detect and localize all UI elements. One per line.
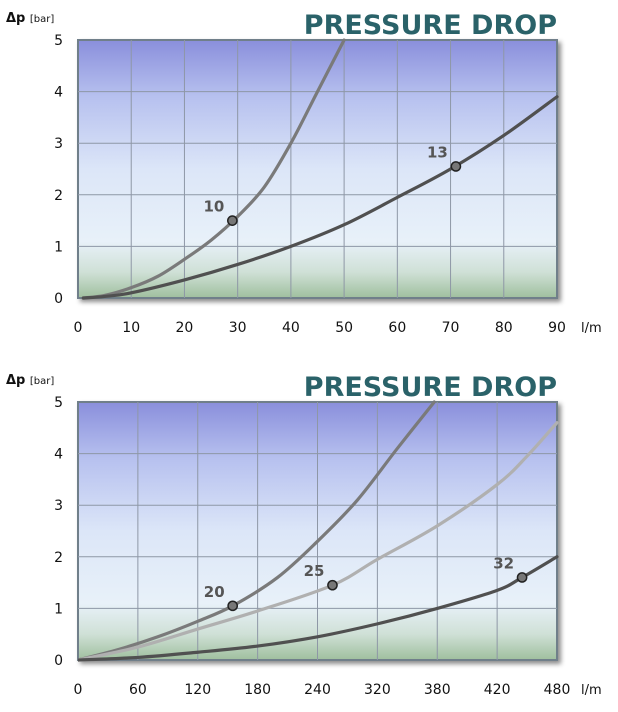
x-tick-label: 240 [304, 682, 331, 698]
x-tick-label: 40 [282, 320, 300, 336]
x-axis-label: l/m [581, 683, 602, 698]
x-tick-label: 30 [229, 320, 247, 336]
plot-area [77, 39, 558, 299]
x-tick-label: 80 [495, 320, 513, 336]
chart-svg: 0 60 120 180 240 320 380 420 480 0 1 2 3 4 5 l/m Δp [bar… [6, 372, 602, 698]
y-tick-label: 5 [54, 33, 63, 49]
series-marker-32 [516, 572, 528, 583]
series-line-25 [78, 421, 559, 662]
y-tick-label: 0 [54, 291, 63, 307]
y-axis-label: Δp [bar] [6, 373, 54, 388]
y-tick-label: 1 [54, 239, 63, 255]
x-tick-label: 120 [184, 682, 211, 698]
y-tick-label: 0 [54, 653, 63, 669]
y-tick-label: 3 [54, 498, 63, 514]
series-line-32 [78, 555, 559, 662]
x-axis-label: l/m [581, 321, 602, 336]
chart-title: PRESSURE DROP [304, 10, 557, 41]
series-marker-10 [226, 215, 238, 226]
series-line-13 [81, 95, 559, 300]
x-tick-label: 420 [484, 682, 511, 698]
y-axis-label: Δp [bar] [6, 11, 54, 26]
series-label-13: 13 [427, 143, 448, 161]
x-tick-label: 60 [129, 682, 147, 698]
x-tick-label: 0 [74, 682, 83, 698]
x-tick-label: 20 [176, 320, 194, 336]
series-marker-20 [227, 600, 239, 612]
series-marker-13 [450, 161, 462, 172]
series-label-25: 25 [304, 562, 325, 580]
y-tick-label: 4 [54, 85, 63, 101]
x-tick-label: 50 [335, 320, 353, 336]
y-tick-label: 3 [54, 136, 63, 152]
y-tick-label: 2 [54, 550, 63, 566]
x-tick-label: 10 [122, 320, 140, 336]
x-tick-label: 380 [424, 682, 451, 698]
y-tick-label: 5 [54, 395, 63, 411]
x-tick-label: 60 [388, 320, 406, 336]
series-marker-25 [327, 579, 338, 591]
y-tick-label: 4 [54, 447, 63, 463]
y-tick-label: 2 [54, 188, 63, 204]
x-tick-label: 180 [244, 682, 271, 698]
series-line-20 [78, 400, 436, 662]
series-label-10: 10 [203, 198, 224, 216]
series-line-10 [81, 38, 346, 300]
y-tick-label: 1 [54, 601, 63, 617]
x-tick-label: 480 [544, 682, 571, 698]
pressure-drop-chart-2: 0 60 120 180 240 320 380 420 480 0 1 2 3 4 5 l/m Δp [bar… [0, 362, 618, 712]
grid [78, 40, 557, 298]
x-tick-label: 70 [442, 320, 460, 336]
chart-svg: 0 10 20 30 40 50 60 70 80 90 0 1 2 3 4 5 l/m Δp [bar] PRES… [6, 10, 602, 336]
x-tick-label: 320 [364, 682, 391, 698]
series-label-32: 32 [493, 554, 514, 572]
chart-title: PRESSURE DROP [304, 372, 557, 403]
grid [78, 402, 557, 660]
series-label-20: 20 [204, 583, 225, 601]
pressure-drop-chart-1: 0 10 20 30 40 50 60 70 80 90 0 1 2 3 4 5 l/m Δp [bar] PRES… [0, 0, 618, 350]
x-tick-label: 0 [74, 320, 83, 336]
x-tick-label: 90 [548, 320, 566, 336]
